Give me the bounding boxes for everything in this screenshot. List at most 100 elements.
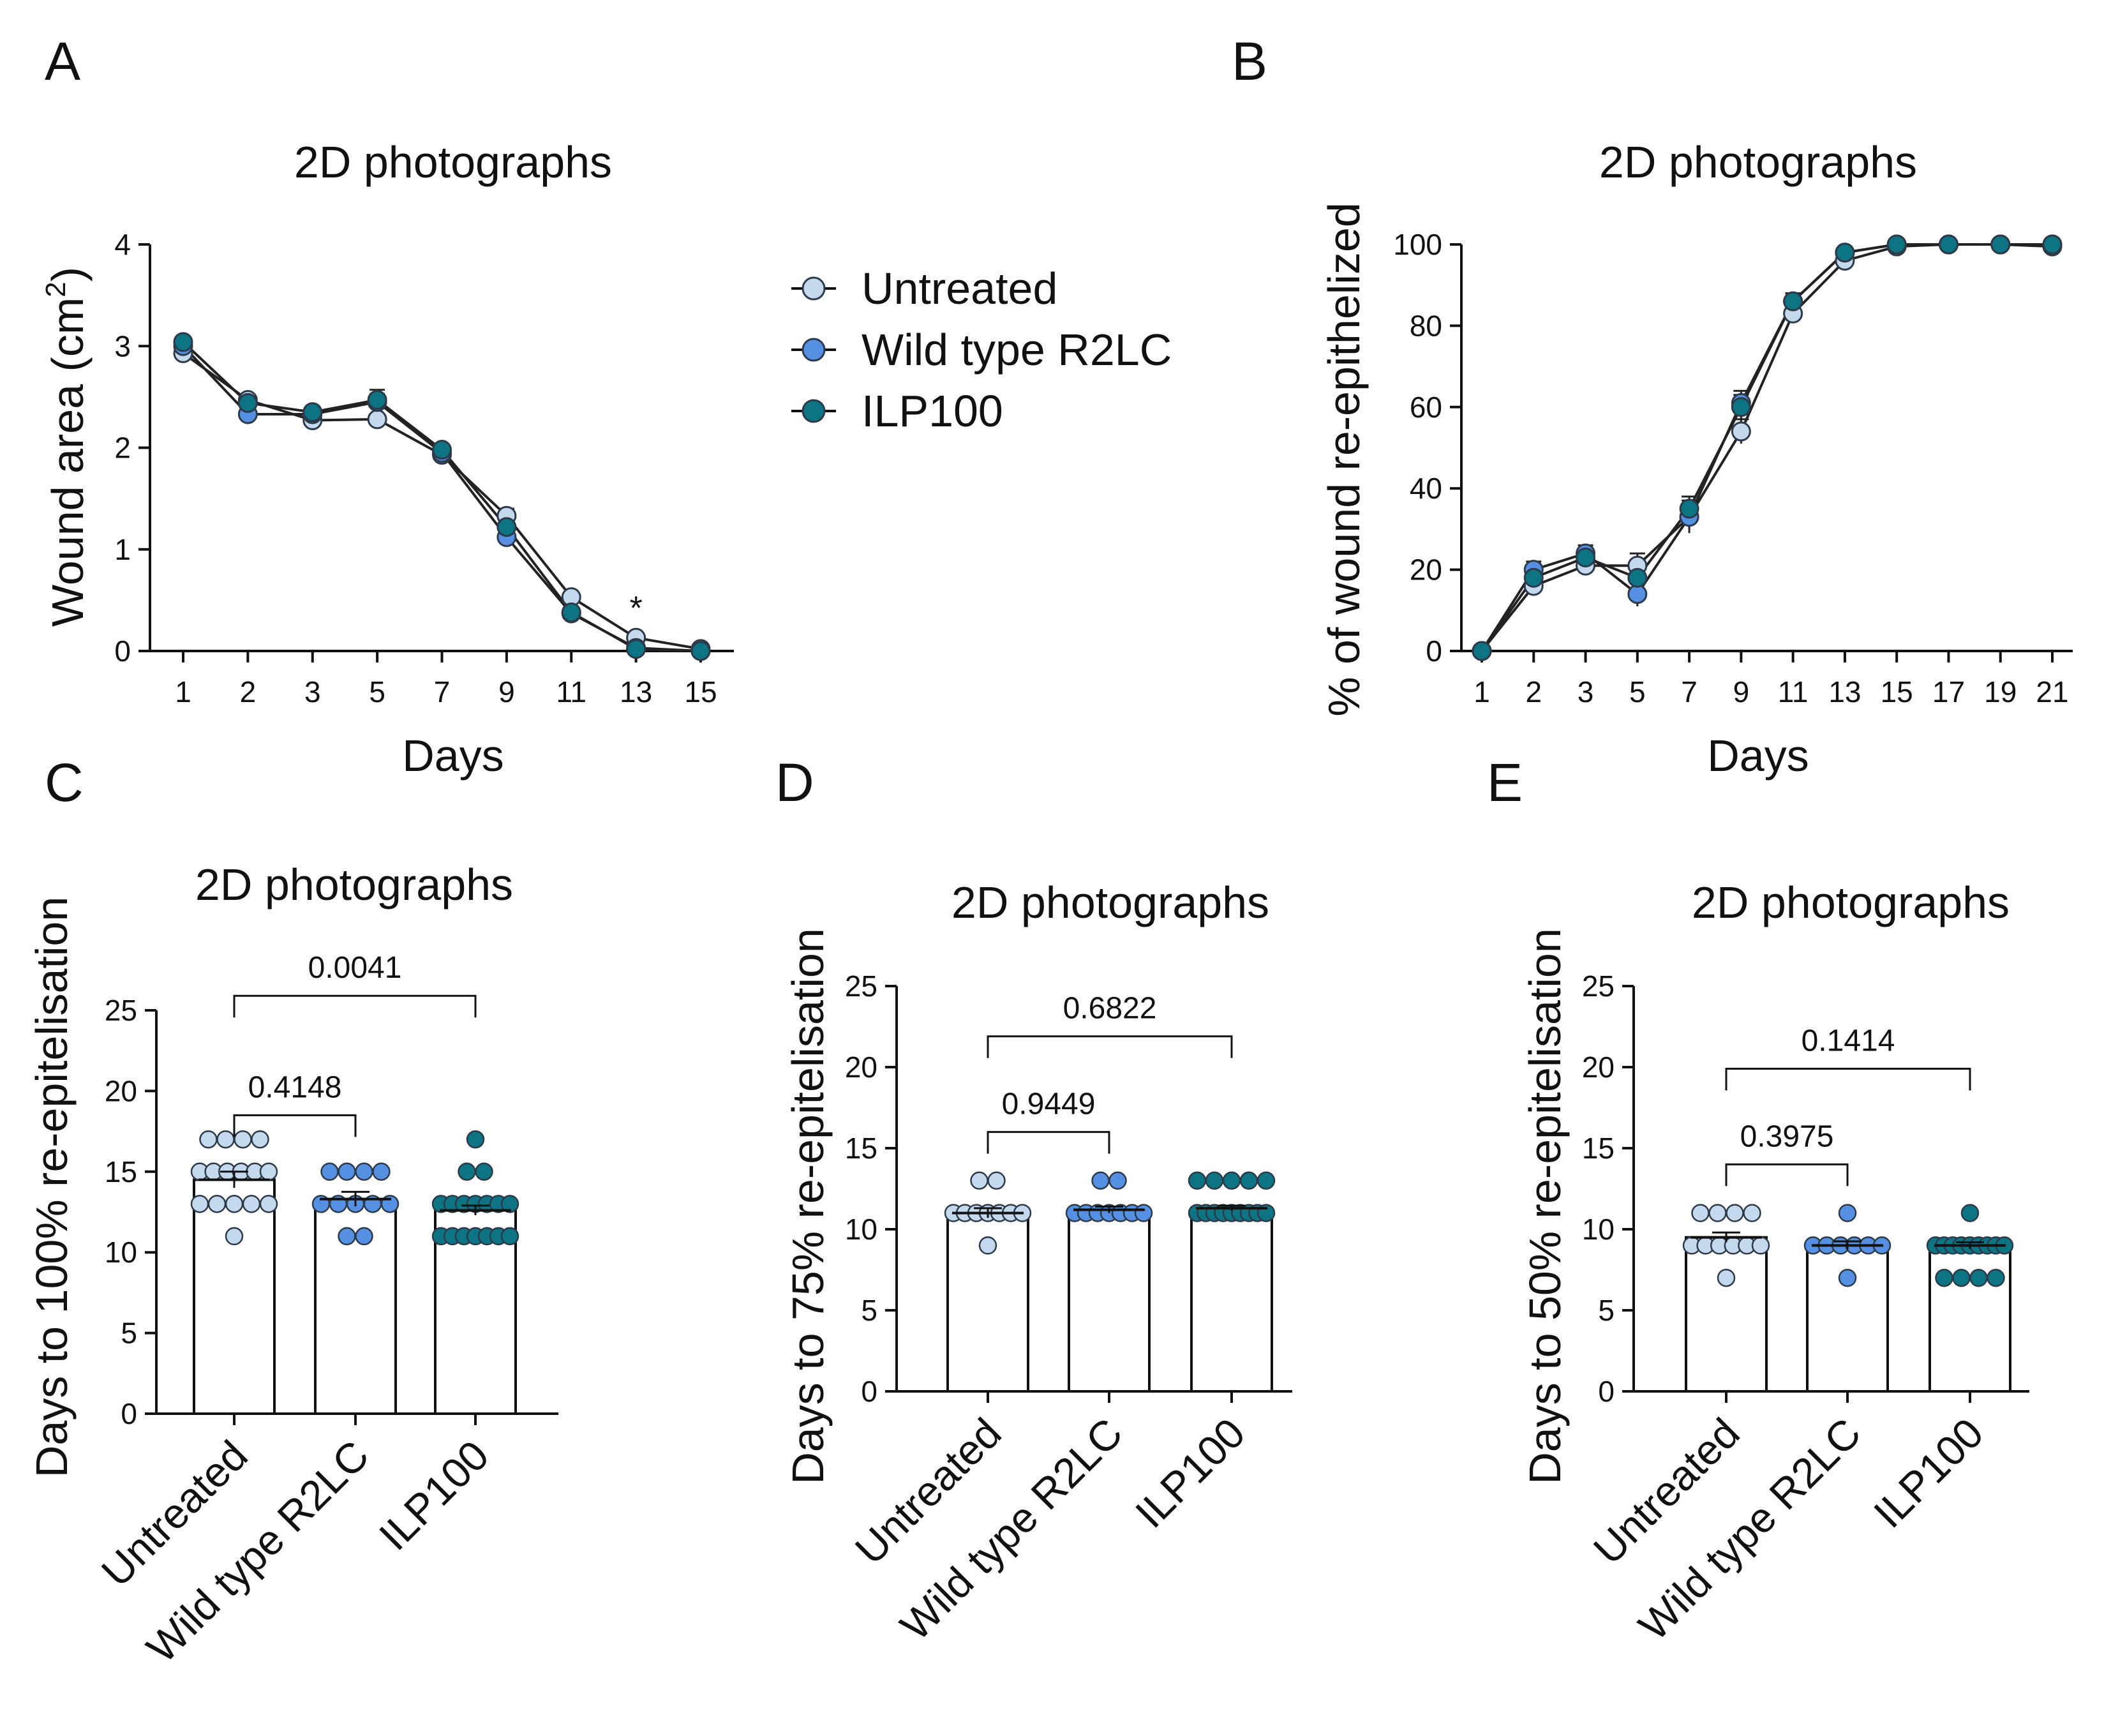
- pd-data-point-ilp100: [1239, 1171, 1258, 1190]
- chart-panel-c: 2D photographs Days to 100% re-epitelisa…: [27, 860, 558, 1672]
- chart-b-ylabel: % of wound re-epithelized: [1319, 202, 1369, 716]
- pa-x-tick-label: 7: [434, 675, 451, 708]
- pd-y-tick-label: 20: [845, 1051, 877, 1084]
- pd-y-tick-label: 15: [845, 1132, 877, 1165]
- pc-data-point-untreated: [216, 1130, 235, 1149]
- pc-data-point-untreated: [207, 1195, 227, 1213]
- pe-data-point-untreated: [1691, 1204, 1710, 1222]
- chart-c-ylabel: Days to 100% re-epitelisation: [27, 897, 77, 1478]
- pc-y-tick-label: 20: [105, 1074, 137, 1107]
- chart-a-ylabel-sup: 2: [40, 281, 71, 297]
- pa-x-tick-label: 3: [304, 675, 321, 708]
- pc-data-point-wildtype: [355, 1227, 373, 1246]
- pd-data-point-untreated: [987, 1171, 1006, 1190]
- pb-x-tick-label: 17: [1932, 675, 1965, 708]
- pc-y-tick-label: 15: [105, 1155, 137, 1188]
- pd-y-tick-label: 5: [861, 1294, 877, 1327]
- pe-category-label-wildtype: Wild type R2LC: [1629, 1409, 1870, 1650]
- pc-data-point-untreated: [199, 1130, 218, 1149]
- panel-letter-a: A: [45, 31, 80, 91]
- pc-y-tick-label: 10: [105, 1236, 137, 1269]
- pd-bar-ilp100: [1190, 1206, 1273, 1393]
- pa-point-ilp100: [367, 390, 387, 410]
- pe-comparison-bracket: [1725, 1163, 1849, 1186]
- pe-bar-untreated: [1685, 1236, 1768, 1393]
- pa-point-ilp100: [626, 639, 646, 659]
- pa-point-ilp100: [237, 393, 258, 413]
- pd-p-value-label: 0.6822: [1063, 992, 1157, 1026]
- chart-a-ylabel-main: Wound area (cm: [43, 297, 93, 627]
- pc-data-point-ilp100: [466, 1130, 485, 1149]
- pa-significance-asterisk: *: [630, 590, 643, 627]
- pc-data-point-ilp100: [458, 1162, 476, 1181]
- chart-b-title: 2D photographs: [1599, 137, 1917, 187]
- pb-point-ilp100: [1990, 234, 2011, 255]
- pb-point-ilp100: [1679, 498, 1699, 519]
- pe-category-label-ilp100: ILP100: [1865, 1409, 1992, 1537]
- pa-x-tick-label: 15: [684, 675, 717, 708]
- pc-y-tick-label: 25: [105, 994, 137, 1027]
- pc-data-point-untreated: [234, 1130, 252, 1149]
- pc-data-point-wildtype: [338, 1162, 356, 1181]
- legend-item-ilp100: ILP100: [791, 386, 1003, 436]
- pc-data-point-wildtype: [372, 1162, 391, 1181]
- pa-point-ilp100: [302, 402, 323, 423]
- pb-point-wildtype: [1627, 584, 1648, 604]
- pc-data-point-untreated: [190, 1195, 209, 1213]
- legend-item-untreated: Untreated: [791, 264, 1057, 313]
- pd-data-point-wildtype: [1108, 1171, 1127, 1190]
- pe-bar-ilp100: [1929, 1244, 2011, 1393]
- legend-label-ilp100: ILP100: [862, 386, 1003, 436]
- pc-p-value-label: 0.0041: [308, 951, 402, 985]
- pb-point-ilp100: [1576, 547, 1596, 567]
- pb-point-untreated: [1731, 421, 1751, 442]
- pa-point-ilp100: [561, 602, 581, 622]
- pe-data-point-ilp100: [1987, 1268, 2005, 1287]
- pc-data-point-untreated: [225, 1195, 244, 1213]
- pc-comparison-bracket: [233, 994, 477, 1018]
- pb-point-ilp100: [2042, 234, 2063, 255]
- pd-comparison-bracket: [987, 1035, 1233, 1058]
- pe-bar-wildtype: [1806, 1244, 1889, 1393]
- pc-data-point-untreated: [251, 1130, 269, 1149]
- pa-point-ilp100: [496, 517, 517, 537]
- pa-y-tick-label: 1: [114, 533, 131, 566]
- pe-y-tick-label: 15: [1582, 1132, 1615, 1165]
- pc-data-point-ilp100: [475, 1162, 493, 1181]
- pc-category-label-wildtype: Wild type R2LC: [137, 1432, 378, 1672]
- pd-data-point-ilp100: [1222, 1171, 1241, 1190]
- pc-data-point-wildtype: [338, 1227, 356, 1246]
- chart-panel-e: 2D photographs Days to 50% re-epitelisat…: [1520, 878, 2029, 1649]
- legend-marker-ilp100: [802, 399, 826, 423]
- legend-label-untreated: Untreated: [862, 264, 1057, 313]
- pe-y-tick-label: 5: [1598, 1294, 1615, 1327]
- chart-e-ylabel: Days to 50% re-epitelisation: [1520, 928, 1570, 1485]
- pb-point-ilp100: [1472, 641, 1492, 661]
- pa-y-tick-label: 4: [114, 228, 131, 261]
- chart-panel-b: 2D photographs Days % of wound re-epithe…: [1319, 137, 2073, 781]
- pd-data-point-untreated: [970, 1171, 989, 1190]
- pe-p-value-label: 0.3975: [1740, 1119, 1834, 1153]
- legend-item-wildtype: Wild type R2LC: [791, 325, 1172, 375]
- pa-point-ilp100: [432, 440, 452, 460]
- legend: Untreated Wild type R2LC ILP100: [791, 264, 1172, 436]
- pb-x-tick-label: 5: [1629, 675, 1646, 708]
- pd-y-tick-label: 25: [845, 969, 877, 1003]
- pd-bar-wildtype: [1068, 1208, 1151, 1393]
- pa-point-ilp100: [690, 641, 711, 661]
- pd-data-point-untreated: [978, 1236, 997, 1255]
- pd-data-point-ilp100: [1205, 1171, 1224, 1190]
- pb-point-ilp100: [1938, 234, 1959, 255]
- pe-data-point-ilp100: [1960, 1204, 1980, 1222]
- pc-p-value-label: 0.4148: [248, 1070, 342, 1104]
- panel-letter-e: E: [1487, 752, 1523, 812]
- pb-x-tick-label: 7: [1681, 675, 1697, 708]
- pd-category-label-wildtype: Wild type R2LC: [891, 1409, 1131, 1650]
- pe-y-tick-label: 10: [1582, 1213, 1615, 1246]
- pb-y-tick-label: 60: [1410, 391, 1442, 424]
- pd-category-label-ilp100: ILP100: [1126, 1409, 1254, 1537]
- pb-point-ilp100: [1523, 567, 1544, 588]
- pd-y-tick-label: 0: [861, 1375, 877, 1408]
- pc-data-point-untreated: [259, 1162, 278, 1181]
